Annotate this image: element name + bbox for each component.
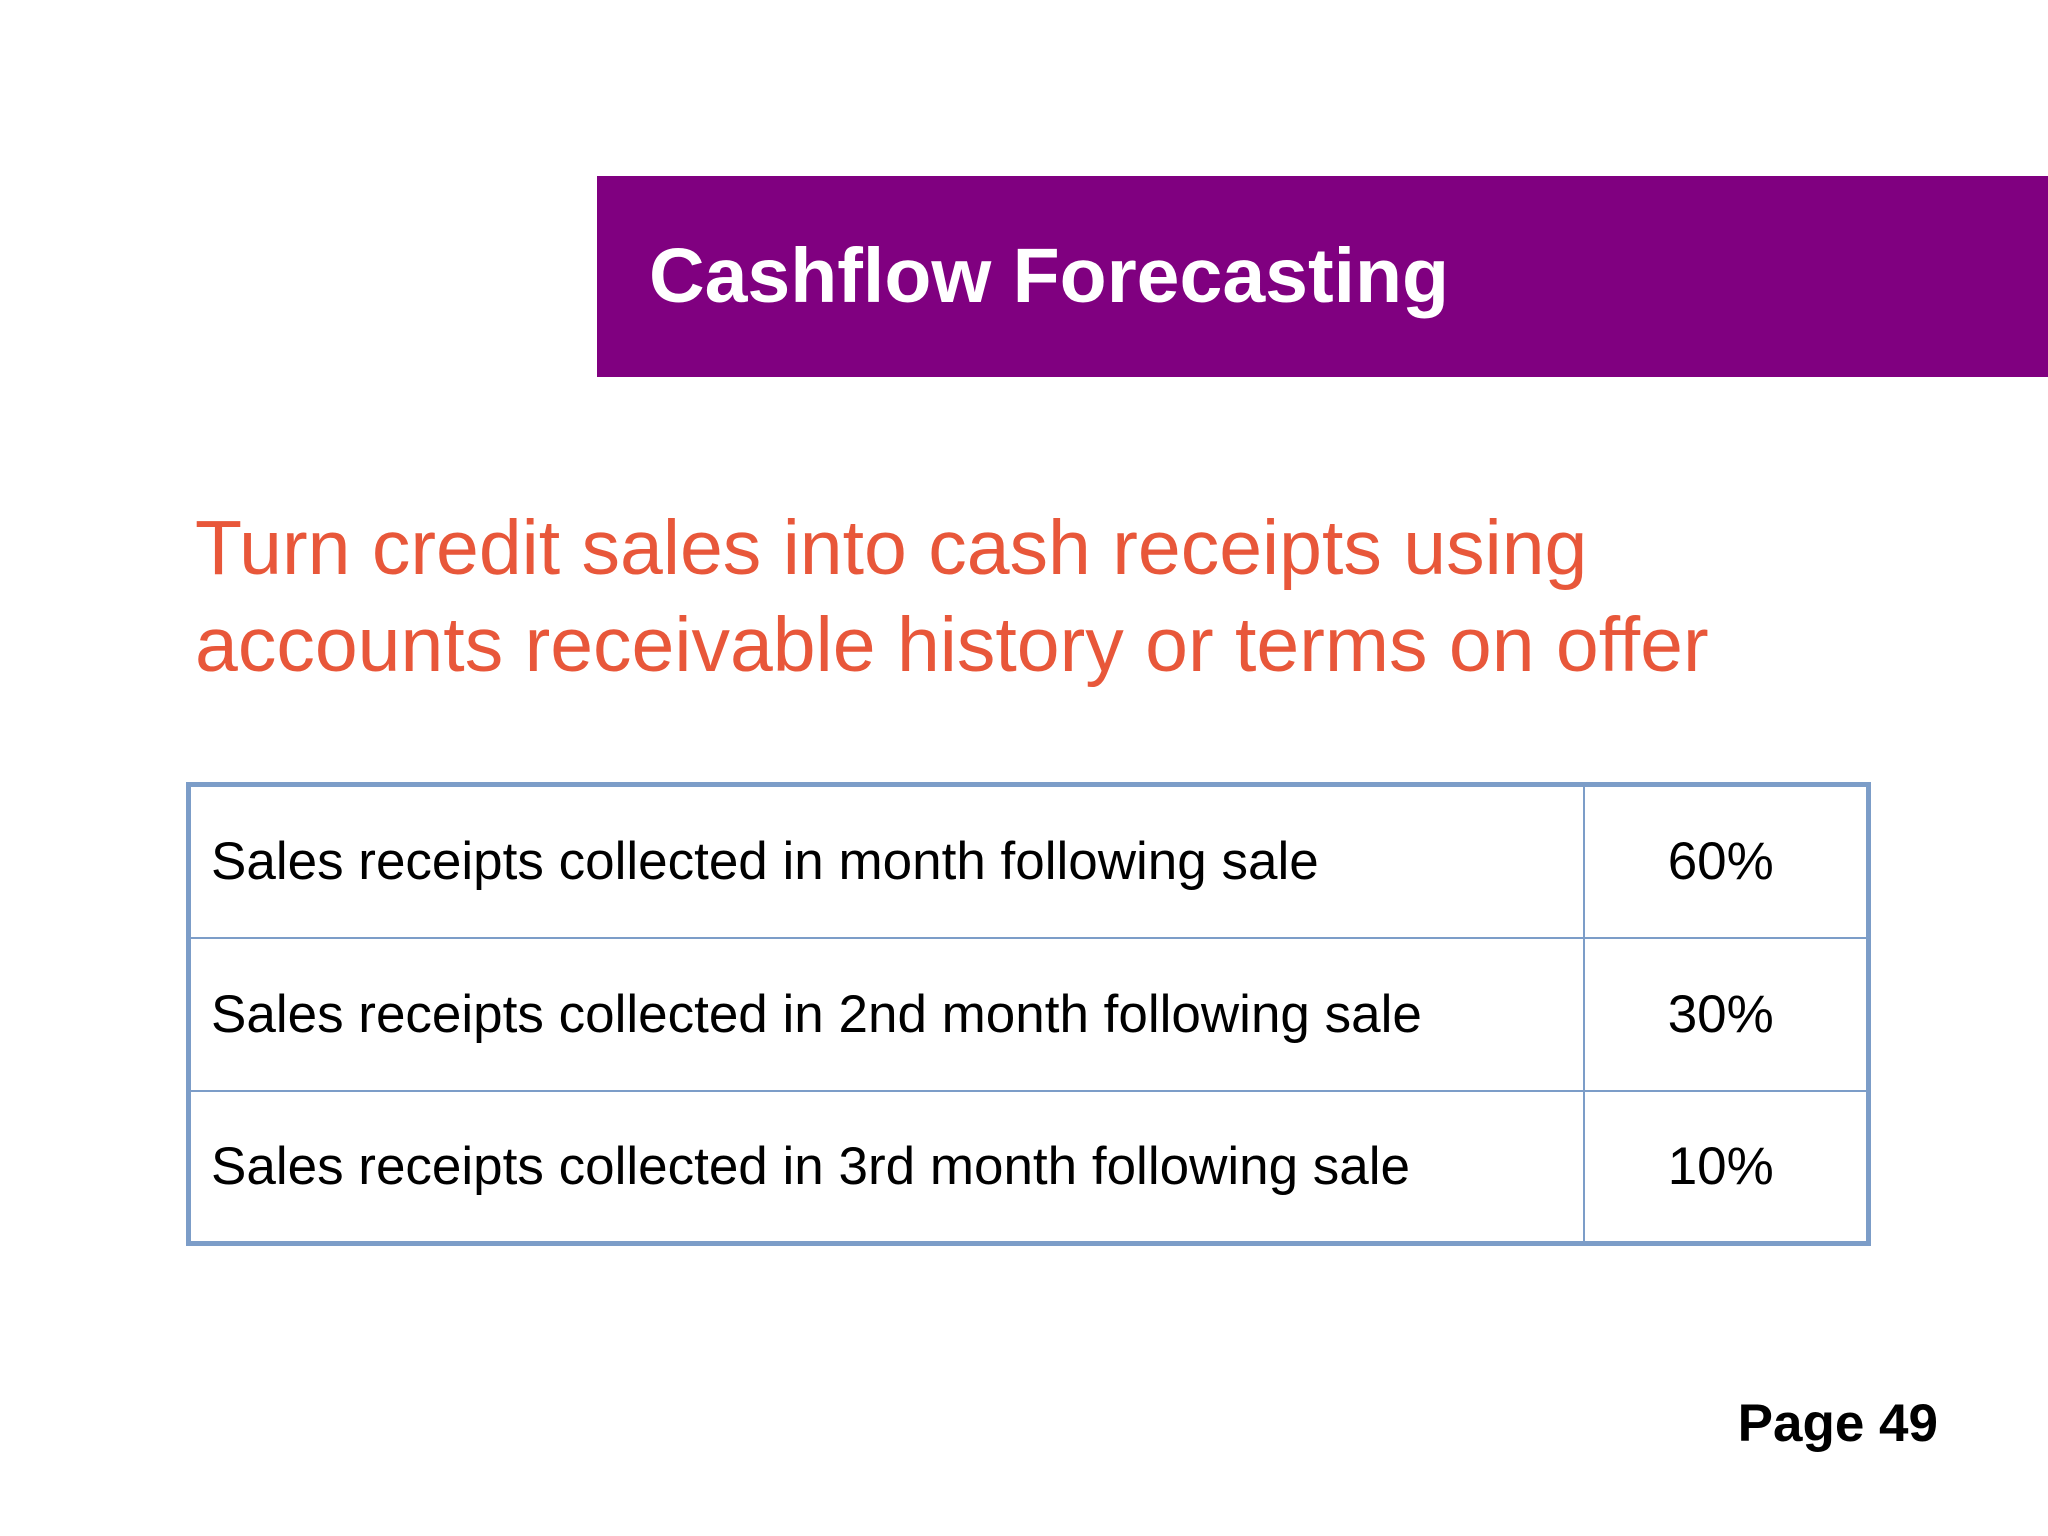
slide-title: Cashflow Forecasting: [649, 233, 1450, 319]
title-bar: Cashflow Forecasting: [597, 176, 2048, 377]
row-description: Sales receipts collected in 2nd month fo…: [187, 936, 1585, 1092]
slide-subtitle: Turn credit sales into cash receipts usi…: [195, 500, 1895, 694]
row-description: Sales receipts collected in 3rd month fo…: [187, 1089, 1585, 1245]
row-percent: 60%: [1582, 783, 1870, 939]
row-description: Sales receipts collected in month follow…: [187, 783, 1585, 939]
collection-terms-table: Sales receipts collected in month follow…: [186, 782, 1871, 1246]
table-row: Sales receipts collected in 3rd month fo…: [187, 1089, 1870, 1245]
row-percent: 30%: [1582, 936, 1870, 1092]
table-row: Sales receipts collected in 2nd month fo…: [187, 936, 1870, 1092]
subtitle-line-1: Turn credit sales into cash receipts usi…: [195, 505, 1588, 591]
page-number: Page 49: [1737, 1394, 1938, 1453]
row-percent: 10%: [1582, 1089, 1870, 1245]
table-row: Sales receipts collected in month follow…: [187, 783, 1870, 939]
subtitle-line-2: accounts receivable history or terms on …: [195, 602, 1709, 688]
